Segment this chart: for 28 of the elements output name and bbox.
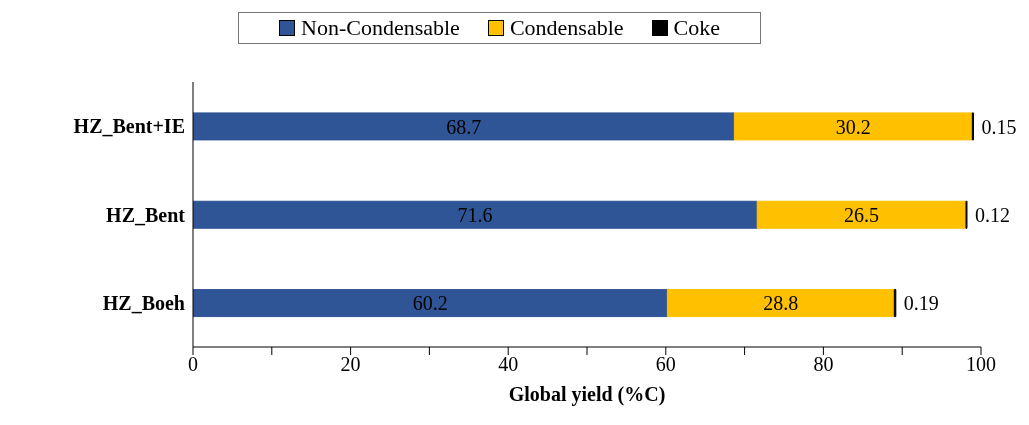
x-axis-title: Global yield (%C) (508, 383, 666, 407)
x-tick-label: 100 (966, 353, 996, 376)
legend-label: Condensable (508, 15, 624, 41)
x-tick-label: 40 (498, 353, 519, 376)
bar (666, 289, 895, 318)
x-tick-label: 20 (340, 353, 361, 376)
bar (193, 112, 735, 141)
y-tick-label: HZ_Bent+IE (73, 115, 185, 138)
legend-label: Coke (672, 15, 720, 41)
bar (733, 112, 973, 141)
bar (756, 200, 967, 229)
data-label: 30.2 (835, 115, 871, 138)
data-label: 26.5 (844, 203, 880, 226)
legend-label: Non-Condensable (300, 15, 460, 41)
y-tick-label: HZ_Bent (106, 203, 186, 226)
x-tick-label: 60 (655, 353, 676, 376)
bar (193, 200, 758, 229)
bar (193, 289, 668, 318)
data-label: 0.15 (981, 115, 1017, 138)
data-label: 68.7 (446, 115, 482, 138)
data-label: 71.6 (457, 203, 493, 226)
data-label: 28.8 (763, 292, 799, 315)
x-tick-label: 0 (188, 353, 198, 376)
data-label: 60.2 (412, 292, 448, 315)
data-label: 0.19 (903, 292, 939, 315)
x-tick-label: 80 (813, 353, 834, 376)
y-tick-label: HZ_Boeh (102, 291, 185, 314)
data-label: 0.12 (974, 203, 1010, 226)
